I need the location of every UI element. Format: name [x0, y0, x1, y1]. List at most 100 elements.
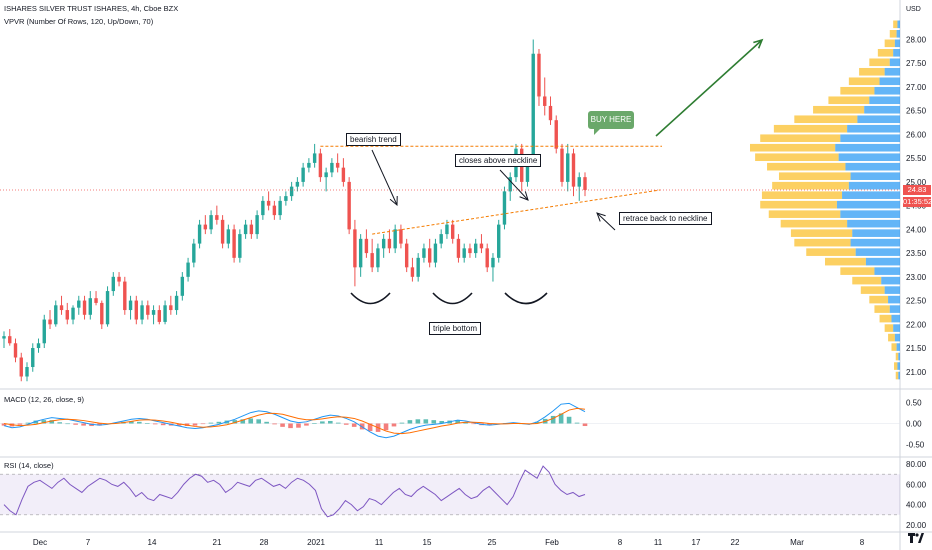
macd-histogram-bar — [399, 422, 405, 424]
candle-body — [416, 257, 420, 277]
vp-bar-down — [888, 333, 895, 342]
macd-histogram-bar — [192, 423, 198, 426]
macd-histogram-bar — [17, 423, 23, 425]
macd-histogram-bar — [296, 423, 301, 428]
candle-body — [531, 53, 535, 163]
vp-bar-up — [898, 352, 900, 361]
macd-histogram-bar — [240, 419, 246, 424]
macd-histogram-bar — [415, 419, 421, 424]
candle-body — [140, 305, 144, 320]
vp-bar-down — [869, 295, 889, 304]
macd-histogram-bar — [312, 423, 317, 424]
vp-bar-down — [813, 105, 865, 114]
vp-bar-up — [889, 305, 900, 313]
vp-bar-up — [898, 371, 900, 380]
vp-bar-up — [893, 48, 900, 57]
price-tick-label: 22.50 — [906, 297, 927, 306]
vp-bar-up — [852, 229, 900, 237]
vp-bar-down — [891, 343, 897, 351]
candle-body — [312, 153, 317, 163]
arrow-target — [655, 39, 763, 137]
candle-body — [146, 305, 150, 315]
arrow-closes-head — [519, 191, 529, 201]
macd-histogram-bar — [582, 423, 588, 427]
candle-body — [399, 229, 403, 244]
candle-body — [192, 243, 196, 263]
annotation-retrace[interactable]: retrace back to neckline — [619, 212, 712, 225]
macd-histogram-bar — [97, 423, 102, 426]
candle-body — [163, 305, 167, 322]
vp-bar-down — [894, 362, 898, 370]
candle-body — [525, 162, 530, 182]
signal-line — [3, 407, 586, 435]
candle-body — [577, 177, 581, 187]
vp-bar-up — [893, 324, 900, 332]
macd-histogram-bar — [463, 422, 468, 424]
candle-body — [479, 243, 484, 249]
candle-body — [450, 224, 455, 239]
buy-here-callout[interactable]: BUY HERE — [588, 111, 634, 135]
candle-body — [560, 148, 564, 182]
vp-bar-down — [889, 30, 897, 38]
macd-histogram-bar — [129, 421, 134, 424]
vp-bar-down — [761, 191, 843, 199]
macd-histogram-bar — [256, 419, 261, 424]
annotation-closes-above-neckline[interactable]: closes above neckline — [455, 154, 542, 167]
annotation-triple-bottom[interactable]: triple bottom — [429, 322, 482, 335]
candle-body — [318, 153, 323, 178]
candle-body — [266, 200, 271, 206]
vp-bar-down — [780, 219, 848, 228]
price-tick-label: 25.00 — [906, 178, 927, 187]
time-tick-label: Feb — [545, 538, 559, 547]
candle-body — [111, 276, 115, 292]
time-tick-label: Dec — [33, 538, 47, 547]
vp-bar-up — [889, 58, 900, 67]
macd-histogram-bar — [152, 423, 158, 425]
vp-bar-down — [848, 77, 880, 86]
candle-body — [82, 300, 87, 315]
macd-histogram-bar — [288, 423, 293, 429]
vp-bar-down — [760, 134, 841, 143]
vp-bar-down — [877, 48, 894, 57]
candle-body — [485, 248, 489, 268]
annotation-bearish-trend[interactable]: bearish trend — [346, 133, 401, 146]
candle-body — [117, 276, 121, 282]
vp-bar-down — [773, 124, 848, 133]
candle-body — [381, 238, 386, 249]
rsi-tick-label: 20.00 — [906, 521, 927, 530]
bottom-arc — [504, 292, 548, 305]
candle-body — [197, 224, 202, 244]
candle-body — [215, 215, 219, 220]
macd-histogram-bar — [49, 420, 55, 424]
macd-histogram-bar — [65, 423, 70, 425]
macd-histogram-bar — [81, 423, 86, 426]
vp-bar-up — [840, 134, 900, 143]
vp-bar-up — [847, 124, 900, 133]
candle-body — [439, 234, 443, 244]
vp-bar-up — [842, 191, 900, 199]
currency-label: USD — [906, 6, 921, 13]
candle-body — [220, 219, 225, 244]
candle-body — [548, 105, 553, 121]
candle-body — [543, 96, 547, 106]
candle-body — [134, 300, 139, 320]
candle-body — [474, 243, 478, 254]
vp-bar-down — [840, 86, 875, 95]
vp-bar-down — [790, 229, 853, 237]
macd-histogram-bar — [471, 423, 476, 425]
candle-body — [341, 167, 346, 182]
macd-histogram-bar — [41, 420, 47, 424]
candle-body — [54, 305, 58, 325]
bottom-arc — [350, 292, 391, 305]
vp-bar-up — [896, 343, 900, 351]
candle-body — [94, 298, 98, 303]
candle-body — [376, 248, 380, 268]
rsi-line — [3, 465, 586, 518]
vp-bar-down — [879, 314, 892, 323]
time-tick-label: 11 — [654, 538, 663, 547]
vp-bar-down — [828, 96, 870, 105]
candle-body — [364, 238, 369, 254]
vp-bar-down — [859, 67, 885, 76]
macd-histogram-bar — [431, 420, 437, 424]
vp-bar-down — [895, 371, 899, 380]
